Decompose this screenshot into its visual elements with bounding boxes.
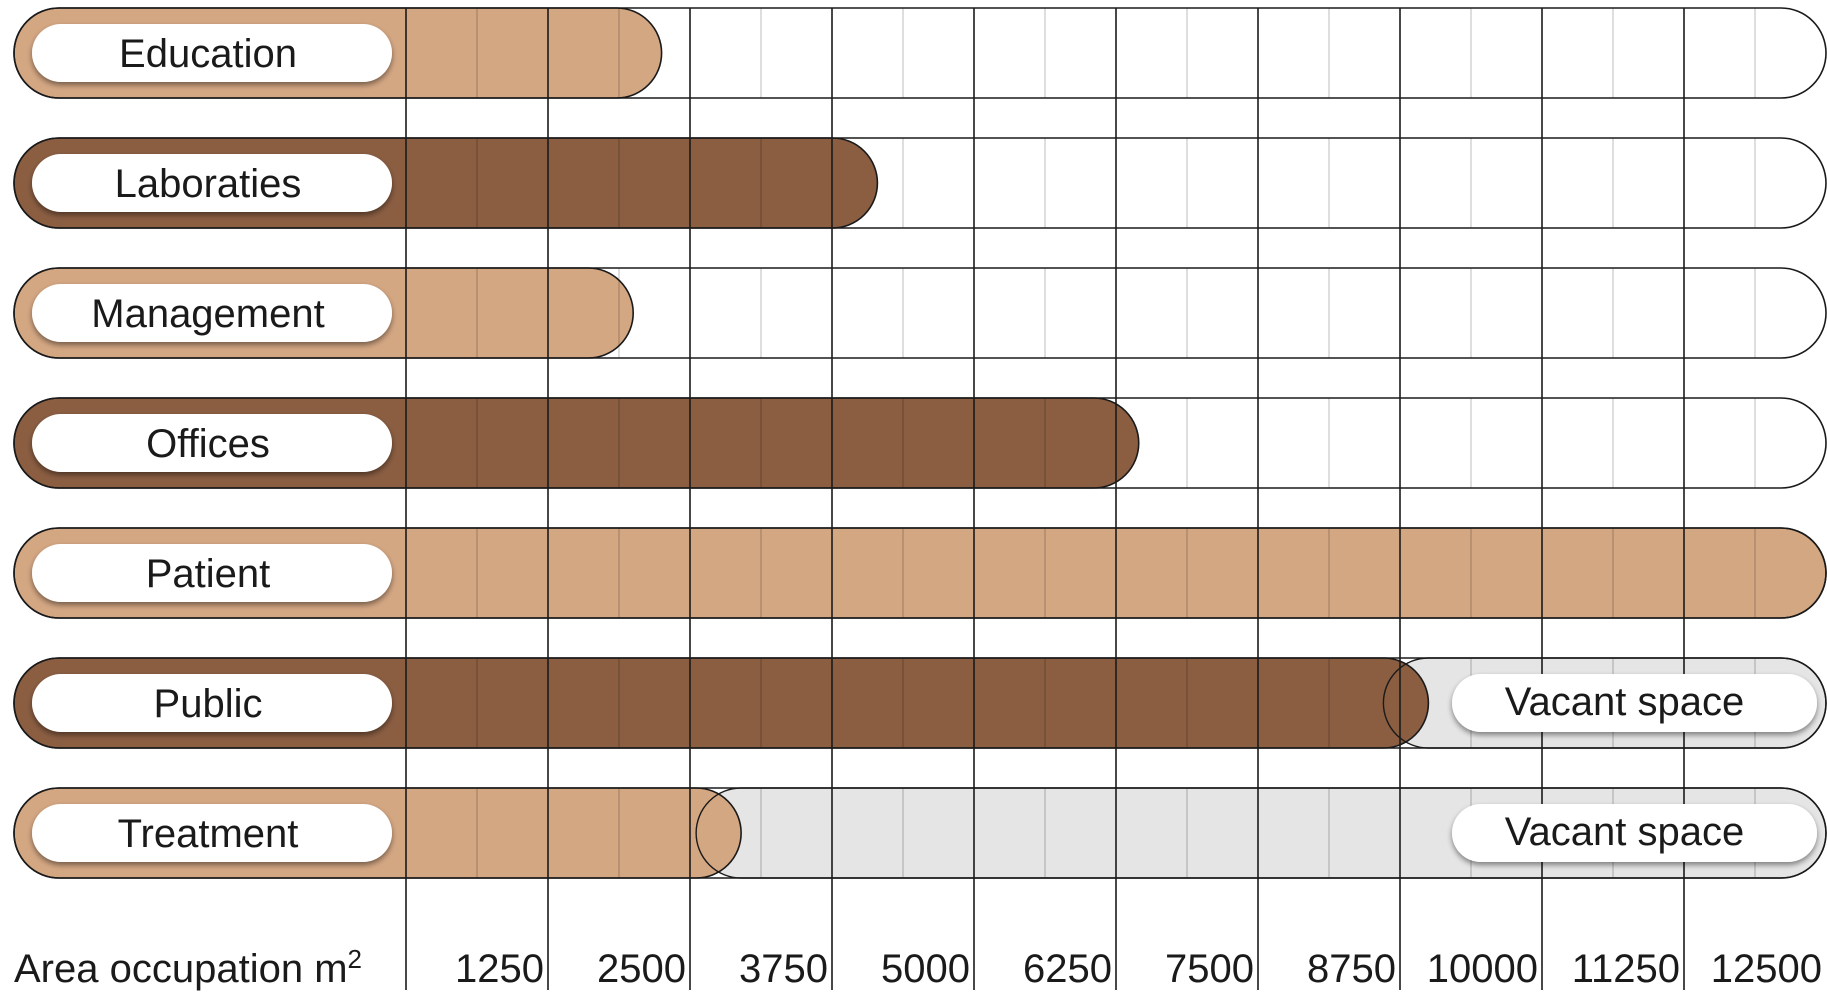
bar-outline-education <box>13 7 663 99</box>
bar-outline-laboraties <box>13 137 879 229</box>
category-label-management: Management <box>91 292 324 336</box>
bar-outline-treatment <box>13 787 742 879</box>
x-axis-label: Area occupation m2 <box>14 944 362 991</box>
category-label-laboraties: Laboraties <box>115 162 302 206</box>
category-label-offices: Offices <box>146 422 270 466</box>
category-labels: Education Laboraties Management Offices Pati… <box>32 24 1817 862</box>
category-label-education: Education <box>119 32 297 76</box>
bar-outline-public <box>13 657 1430 749</box>
bar-outline-patient <box>13 527 1827 619</box>
tick-label-10000: 10000 <box>1427 947 1538 991</box>
tick-label-2500: 2500 <box>597 947 686 991</box>
tick-label-11250: 11250 <box>1572 947 1680 991</box>
label-pill-management <box>32 284 392 342</box>
category-label-public: Public <box>154 682 263 726</box>
tick-label-5000: 5000 <box>881 947 970 991</box>
tick-label-7500: 7500 <box>1165 947 1254 991</box>
x-axis-unit-superscript: 2 <box>348 944 362 974</box>
category-label-patient: Patient <box>146 552 271 596</box>
tick-label-8750: 8750 <box>1307 947 1396 991</box>
vacant-label-public: Vacant space <box>1505 680 1744 724</box>
label-pill-laboraties <box>32 154 392 212</box>
bar-outline-offices <box>13 397 1140 489</box>
vacant-outline-public <box>1382 657 1827 749</box>
label-pill-treatment <box>32 804 392 862</box>
vacant-outline-treatment <box>695 787 1827 879</box>
category-label-treatment: Treatment <box>118 812 299 856</box>
label-pill-offices <box>32 414 392 472</box>
x-axis-label-text: Area occupation <box>14 947 314 991</box>
label-pill-public <box>32 674 392 732</box>
bar-outline-management <box>13 267 634 359</box>
label-pill-patient <box>32 544 392 602</box>
tick-label-12500: 12500 <box>1711 947 1822 991</box>
x-axis: 1250 2500 3750 5000 6250 7500 8750 10000 11250 12… <box>14 944 1822 991</box>
bar-patient <box>14 528 1826 618</box>
label-pill-education <box>32 24 392 82</box>
tick-label-3750: 3750 <box>739 947 828 991</box>
vacant-pill-treatment <box>1452 804 1817 862</box>
tick-label-1250: 1250 <box>455 947 544 991</box>
grid-lines <box>405 8 1756 990</box>
vacant-pill-public <box>1452 674 1817 732</box>
x-axis-unit: m <box>314 947 347 991</box>
bar-outlines <box>13 7 1827 879</box>
tick-label-6250: 6250 <box>1023 947 1112 991</box>
vacant-label-treatment: Vacant space <box>1505 810 1744 854</box>
